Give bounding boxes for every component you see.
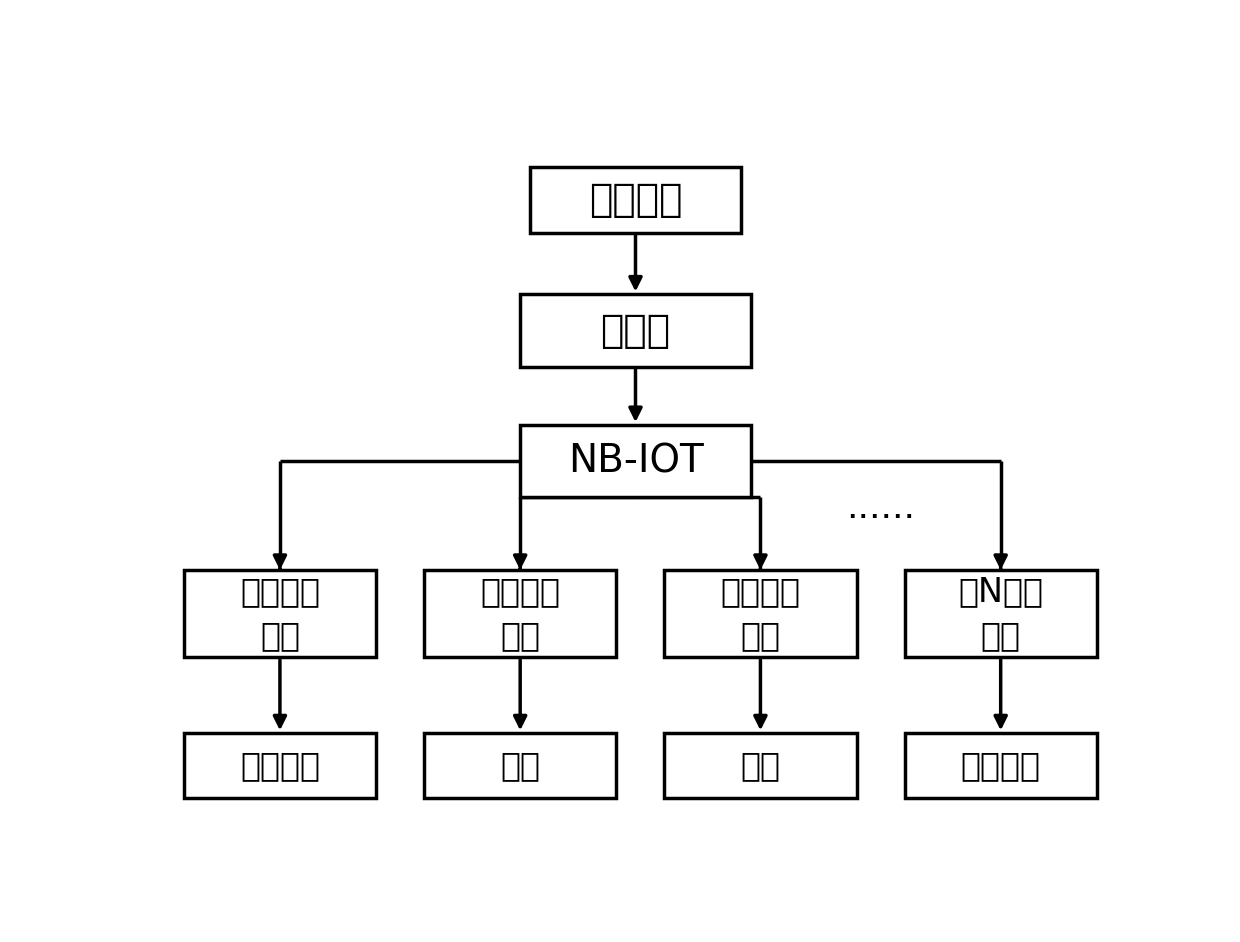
Text: 电视: 电视 — [740, 749, 780, 783]
Bar — [521, 425, 751, 497]
Bar — [521, 295, 751, 367]
Text: 单片机: 单片机 — [600, 312, 671, 349]
Bar — [529, 168, 742, 233]
Text: 第三信号
模块: 第三信号 模块 — [720, 576, 801, 652]
Text: 第N信号
模块: 第N信号 模块 — [959, 576, 1043, 652]
Text: 第二信号
模块: 第二信号 模块 — [480, 576, 560, 652]
Bar — [184, 570, 376, 658]
Text: 智能终端: 智能终端 — [589, 181, 682, 219]
Bar — [665, 733, 857, 799]
Bar — [184, 733, 376, 799]
Text: 空调: 空调 — [500, 749, 541, 783]
Text: ......: ...... — [846, 492, 915, 526]
Bar — [424, 733, 616, 799]
Bar — [905, 733, 1096, 799]
Text: NB-IOT: NB-IOT — [568, 442, 703, 480]
Bar — [665, 570, 857, 658]
Bar — [905, 570, 1096, 658]
Text: 第一信号
模块: 第一信号 模块 — [239, 576, 320, 652]
Bar — [424, 570, 616, 658]
Text: 抄表装置: 抄表装置 — [239, 749, 320, 783]
Text: 其他家电: 其他家电 — [961, 749, 1040, 783]
